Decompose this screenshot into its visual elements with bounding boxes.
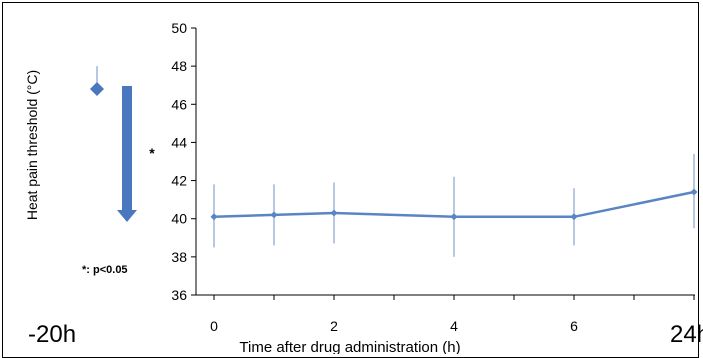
y-tick-label: 38 [171,249,187,265]
x-tick-label: 2 [330,318,338,334]
data-point [450,213,458,221]
data-point [270,211,278,219]
x-tick-label: 4 [450,318,458,334]
y-tick-label: 44 [171,134,187,150]
x-axis-title: Time after drug administration (h) [239,339,460,354]
decrease-arrow-head [117,210,137,222]
data-point [690,188,698,196]
x-tick-label: 0 [210,318,218,334]
y-tick-label: 50 [171,20,187,36]
y-tick-label: 42 [171,173,187,189]
baseline-point [90,82,104,97]
y-tick-label: 48 [171,58,187,74]
data-point [210,213,218,221]
significance-star: * [149,145,155,161]
x-label-baseline: -20h [28,321,76,348]
y-tick-label: 36 [171,287,187,303]
y-tick-label: 40 [171,211,187,227]
series-line [213,190,695,219]
data-point [330,209,338,217]
x-tick-label: 6 [570,318,578,334]
decrease-arrow-shaft [122,86,132,210]
x-label-24h: 24h [670,321,703,348]
y-axis-title: Heat pain threshold (°C) [24,70,40,220]
y-tick-label: 46 [171,96,187,112]
significance-note: *: p<0.05 [82,264,128,276]
data-point [570,213,578,221]
